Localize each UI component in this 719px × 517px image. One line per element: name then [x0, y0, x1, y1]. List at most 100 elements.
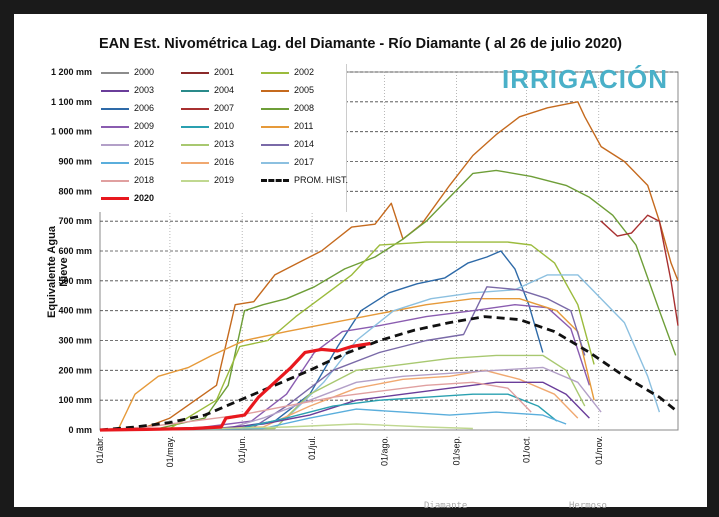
legend-swatch	[261, 71, 289, 74]
legend-label: 2000	[134, 67, 155, 77]
x-tick-label: 01/abr.	[95, 436, 105, 464]
legend-swatch	[261, 107, 289, 110]
legend-entry: PROM. HIST.	[261, 175, 348, 185]
y-tick-label: 800 mm	[58, 186, 92, 196]
series-line-2016	[99, 369, 579, 431]
series-line-2015	[99, 408, 567, 431]
legend-swatch	[101, 161, 129, 164]
legend-label: 2019	[214, 175, 235, 185]
legend-label: 2001	[214, 67, 235, 77]
legend-swatch	[261, 161, 289, 164]
legend-entry: 2013	[181, 139, 234, 149]
legend-swatch	[101, 179, 129, 182]
series-line-2014	[99, 286, 586, 431]
legend-label: 2015	[134, 157, 155, 167]
series-line-2003	[99, 381, 590, 431]
legend-label: 2011	[294, 121, 314, 131]
x-tick-label: 01/ago.	[379, 436, 389, 466]
legend-swatch	[101, 143, 129, 146]
legend-label: 2002	[294, 67, 315, 77]
x-tick-label: 01/jun.	[237, 436, 247, 463]
series-line-2006	[99, 250, 544, 431]
legend-swatch	[181, 143, 209, 146]
legend-entry: 2017	[261, 157, 314, 167]
legend-swatch	[101, 125, 129, 128]
legend-entry: 2012	[101, 139, 154, 149]
y-tick-label: 200 mm	[58, 365, 92, 375]
legend-swatch	[261, 179, 289, 183]
y-tick-label: 500 mm	[58, 276, 92, 286]
series-line-2010	[99, 393, 558, 431]
y-axis-label: Equivalente Agua Nieve	[46, 226, 70, 318]
series-line-2017	[99, 274, 661, 431]
y-tick-label: 1 100 mm	[51, 97, 92, 107]
y-tick-label: 300 mm	[58, 336, 92, 346]
y-tick-label: 600 mm	[58, 246, 92, 256]
legend-entry: 2016	[181, 157, 234, 167]
chart-legend: 2000 2001 2002 2003 2004 2005 2006 2007 2008 2009…	[99, 64, 348, 212]
y-tick-label: 900 mm	[58, 157, 92, 167]
series-line-2007	[600, 214, 679, 326]
legend-swatch	[101, 107, 129, 110]
legend-entry: 2020	[101, 193, 154, 203]
x-tick-label: 01/may.	[165, 436, 175, 467]
y-tick-label: 700 mm	[58, 216, 92, 226]
chart-title: EAN Est. Nivométrica Lag. del Diamante -…	[99, 36, 622, 52]
chart-frame: EAN Est. Nivométrica Lag. del Diamante -…	[14, 14, 707, 511]
footer-label-hermoso: Hermoso	[569, 501, 607, 511]
legend-label: 2010	[214, 121, 235, 131]
chart-plot: 0 mm 100 mm 200 mm 300 mm 400 mm 500 mm 600 mm…	[51, 67, 679, 467]
legend-label: 2018	[134, 175, 155, 185]
footer-label-diamante: Diamante	[424, 501, 468, 511]
series-line-2011	[99, 298, 595, 431]
legend-label: 2009	[134, 121, 155, 131]
irrigacion-logo: IRRIGACIÓN	[502, 64, 668, 94]
legend-entry: 2003	[101, 85, 154, 95]
y-tick-label: 1 200 mm	[51, 67, 92, 77]
legend-entry: 2004	[181, 85, 234, 95]
legend-entry: 2011	[261, 121, 313, 131]
legend-label: 2008	[294, 103, 315, 113]
y-tick-label: 100 mm	[58, 395, 92, 405]
legend-swatch	[181, 125, 209, 128]
y-tick-label: 400 mm	[58, 306, 92, 316]
legend-swatch	[181, 71, 209, 74]
series-line-2008	[99, 169, 677, 431]
legend-entry: 2018	[101, 175, 154, 185]
legend-swatch	[101, 197, 129, 201]
legend-entry: 2014	[261, 139, 314, 149]
legend-label: 2003	[134, 85, 155, 95]
legend-entry: 2006	[101, 103, 154, 113]
legend-entry: 2000	[101, 67, 154, 77]
y-tick-label: 0 mm	[68, 425, 92, 435]
x-tick-label: 01/jul.	[307, 436, 317, 460]
legend-entry: 2002	[261, 67, 314, 77]
legend-label: 2017	[294, 157, 315, 167]
legend-entry: 2007	[181, 103, 234, 113]
series-line-2020	[99, 341, 371, 432]
legend-swatch	[101, 71, 129, 74]
legend-label: PROM. HIST.	[294, 175, 349, 185]
legend-label: 2007	[214, 103, 235, 113]
legend-swatch	[181, 107, 209, 110]
legend-entry: 2009	[101, 121, 154, 131]
series-line-2013	[99, 354, 586, 431]
x-tick-label: 01/nov.	[594, 436, 604, 465]
legend-swatch	[101, 89, 129, 92]
legend-entry: 2008	[261, 103, 314, 113]
legend-swatch	[181, 179, 209, 182]
legend-swatch	[261, 89, 289, 92]
series-line-promhist	[99, 315, 679, 432]
legend-label: 2004	[214, 85, 235, 95]
legend-entry: 2019	[181, 175, 234, 185]
legend-label: 2012	[134, 139, 155, 149]
legend-label: 2014	[294, 139, 315, 149]
legend-entry: 2010	[181, 121, 234, 131]
legend-swatch	[261, 143, 289, 146]
legend-swatch	[181, 89, 209, 92]
series-line-2002	[99, 241, 595, 431]
legend-swatch	[181, 161, 209, 164]
y-tick-label: 1 000 mm	[51, 127, 92, 137]
x-tick-label: 01/sep.	[452, 436, 462, 466]
series-line-2012	[99, 366, 602, 431]
